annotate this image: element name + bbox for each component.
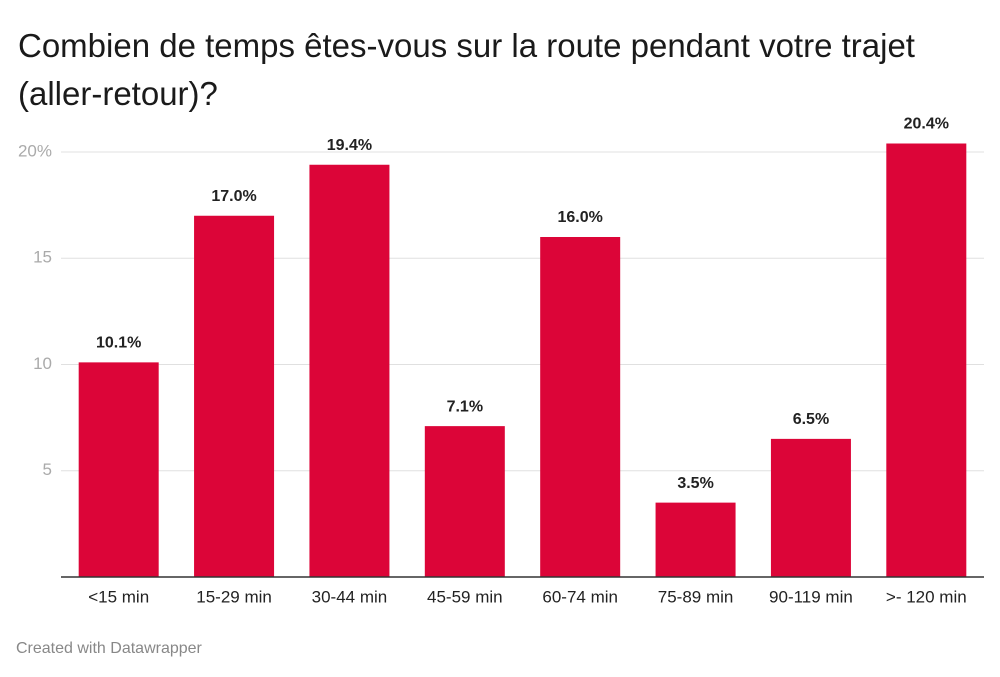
bar xyxy=(655,502,736,577)
x-tick-label: 90-119 min xyxy=(769,587,853,606)
value-label: 3.5% xyxy=(677,475,713,492)
value-label: 6.5% xyxy=(793,411,829,428)
y-tick-label: 5 xyxy=(43,460,52,479)
x-tick-label: 45-59 min xyxy=(427,587,503,606)
value-label: 16.0% xyxy=(558,209,603,226)
chart-title: Combien de temps êtes-vous sur la route … xyxy=(18,27,915,112)
x-tick-label: >- 120 min xyxy=(886,587,967,606)
bar xyxy=(194,215,275,577)
y-tick-label: 15 xyxy=(33,248,52,267)
value-label: 20.4% xyxy=(904,116,949,133)
bar xyxy=(424,426,505,577)
bar xyxy=(886,143,967,577)
x-tick-label: 75-89 min xyxy=(658,587,734,606)
x-tick-label: 15-29 min xyxy=(196,587,272,606)
y-tick-label: 10 xyxy=(33,354,52,373)
value-label: 10.1% xyxy=(96,335,141,352)
x-tick-label: 30-44 min xyxy=(312,587,388,606)
x-tick-label: <15 min xyxy=(88,587,149,606)
x-tick-label: 60-74 min xyxy=(542,587,618,606)
bar xyxy=(540,237,621,577)
value-label: 7.1% xyxy=(447,398,483,415)
bar xyxy=(78,362,159,577)
y-tick-label: 20% xyxy=(18,141,52,160)
value-label: 19.4% xyxy=(327,137,372,154)
bar xyxy=(309,164,390,577)
value-label: 17.0% xyxy=(211,188,256,205)
bar xyxy=(770,438,851,577)
footer: Created with Datawrapper xyxy=(16,640,202,657)
